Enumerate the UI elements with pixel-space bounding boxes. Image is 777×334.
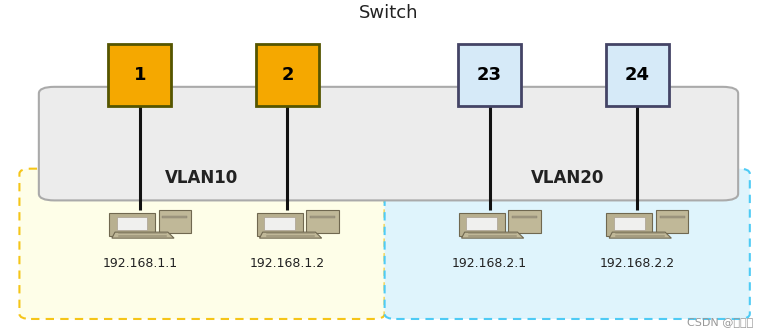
Bar [117,217,148,230]
Text: 24: 24 [625,66,650,84]
FancyBboxPatch shape [606,213,652,236]
FancyBboxPatch shape [109,213,155,236]
Text: VLAN20: VLAN20 [531,169,604,187]
FancyBboxPatch shape [458,213,505,236]
FancyBboxPatch shape [256,213,302,236]
Text: 1: 1 [134,66,146,84]
Text: 192.168.2.1: 192.168.2.1 [452,257,527,270]
Text: VLAN10: VLAN10 [166,169,239,187]
Text: CSDN @笑白君: CSDN @笑白君 [688,317,754,327]
Bar [660,216,685,218]
Bar [466,217,497,230]
FancyBboxPatch shape [656,210,688,232]
Bar [310,216,335,218]
Polygon shape [260,232,322,238]
FancyBboxPatch shape [19,169,385,319]
Text: 2: 2 [281,66,294,84]
FancyBboxPatch shape [306,210,339,232]
FancyBboxPatch shape [39,87,738,200]
FancyBboxPatch shape [108,44,171,106]
FancyBboxPatch shape [385,169,750,319]
Bar [264,217,295,230]
Text: 192.168.2.2: 192.168.2.2 [600,257,674,270]
Polygon shape [112,232,174,238]
Bar [614,217,645,230]
Text: Switch: Switch [359,4,418,22]
FancyBboxPatch shape [159,210,191,232]
Text: 192.168.1.2: 192.168.1.2 [250,257,325,270]
Polygon shape [609,232,671,238]
Text: 192.168.1.1: 192.168.1.1 [103,257,177,270]
Polygon shape [462,232,524,238]
Bar [512,216,537,218]
FancyBboxPatch shape [508,210,541,232]
FancyBboxPatch shape [458,44,521,106]
FancyBboxPatch shape [256,44,319,106]
FancyBboxPatch shape [605,44,668,106]
Bar [162,216,187,218]
Text: 23: 23 [477,66,502,84]
